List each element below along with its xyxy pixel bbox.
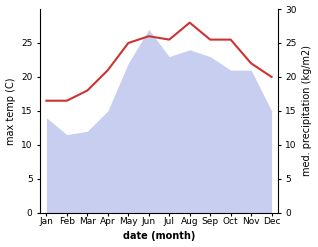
Y-axis label: max temp (C): max temp (C) [5, 77, 16, 145]
X-axis label: date (month): date (month) [123, 231, 195, 242]
Y-axis label: med. precipitation (kg/m2): med. precipitation (kg/m2) [302, 45, 313, 176]
